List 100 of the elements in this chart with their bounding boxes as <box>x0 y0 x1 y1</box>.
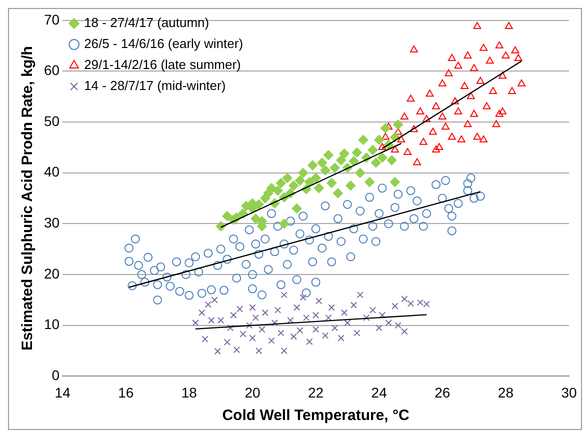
point <box>293 304 300 311</box>
y-tick-label: 30 <box>44 214 60 231</box>
point <box>476 76 484 84</box>
point <box>419 138 428 145</box>
point <box>400 112 408 120</box>
point <box>258 326 266 333</box>
point <box>312 326 320 333</box>
point <box>292 203 302 214</box>
point <box>423 300 430 308</box>
point <box>460 82 469 89</box>
point <box>322 332 329 339</box>
y-tick-label: 60 <box>44 62 60 78</box>
point <box>480 135 488 142</box>
point <box>442 122 450 130</box>
point <box>480 44 488 51</box>
point <box>336 155 346 166</box>
point <box>280 347 288 354</box>
point <box>457 135 466 142</box>
point <box>390 177 400 188</box>
point <box>274 306 282 314</box>
point <box>272 186 283 196</box>
point <box>393 120 404 130</box>
x-tick-label: 14 <box>54 384 71 400</box>
point <box>192 320 199 326</box>
point <box>394 128 402 135</box>
point <box>211 296 218 304</box>
point <box>279 218 290 229</box>
point <box>390 146 399 153</box>
point <box>316 298 322 304</box>
point <box>344 320 351 326</box>
point <box>448 54 456 62</box>
point <box>355 168 366 178</box>
point <box>404 148 412 156</box>
point <box>368 145 378 156</box>
point <box>218 316 224 324</box>
y-tick-label: 10 <box>44 316 60 332</box>
point <box>498 72 506 79</box>
point <box>438 112 446 120</box>
point <box>246 322 253 329</box>
point <box>454 107 462 114</box>
x-tick-label: 22 <box>308 384 324 400</box>
legend-label: 18 - 27/4/17 (autumn) <box>84 15 210 30</box>
point <box>266 183 276 194</box>
y-axis-title: Estimated Sulphuric Acid Prodn Rate, kg/h <box>19 46 36 351</box>
point <box>492 120 500 128</box>
point <box>352 148 362 158</box>
point <box>222 211 232 222</box>
x-tick-label: 16 <box>118 384 134 400</box>
point <box>508 87 516 94</box>
point <box>369 306 376 314</box>
point <box>249 304 256 311</box>
point <box>392 302 398 310</box>
point <box>377 152 388 163</box>
point <box>255 347 262 354</box>
point <box>339 148 350 159</box>
point <box>518 79 526 86</box>
point <box>470 110 478 117</box>
point <box>511 46 520 54</box>
point <box>435 142 444 150</box>
point <box>448 132 456 140</box>
point <box>271 320 278 326</box>
point <box>317 158 328 168</box>
point <box>381 132 390 140</box>
point <box>230 312 237 319</box>
point <box>204 301 212 308</box>
point <box>358 134 368 145</box>
point <box>514 54 522 62</box>
point <box>432 102 440 110</box>
point <box>306 338 313 345</box>
point <box>350 302 358 308</box>
point <box>320 165 330 176</box>
point <box>416 107 424 114</box>
point <box>287 316 294 324</box>
point <box>416 299 424 306</box>
point <box>410 45 418 52</box>
point <box>300 294 306 301</box>
point <box>227 324 234 332</box>
point <box>378 142 386 150</box>
x-tick-label: 18 <box>181 384 198 400</box>
x-tick-label: 30 <box>561 384 577 400</box>
point <box>444 69 453 76</box>
point <box>394 322 402 329</box>
point <box>250 214 261 224</box>
point <box>338 334 344 342</box>
point <box>278 330 284 336</box>
point <box>486 56 494 64</box>
point <box>308 160 318 170</box>
point <box>504 22 513 29</box>
point <box>282 172 292 183</box>
point <box>332 188 343 198</box>
point <box>470 64 478 72</box>
point <box>198 309 206 316</box>
point <box>397 135 406 142</box>
point <box>323 150 334 160</box>
point <box>464 120 472 128</box>
point <box>224 338 230 346</box>
point <box>276 178 286 188</box>
point <box>356 292 364 298</box>
point <box>304 177 314 188</box>
point <box>385 320 392 326</box>
